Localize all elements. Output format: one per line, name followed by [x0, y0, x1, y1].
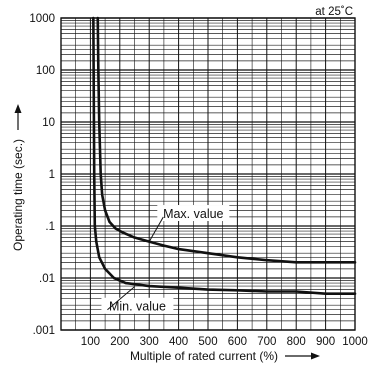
x-tick-label: 100: [81, 336, 100, 348]
y-tick-label: .01: [39, 273, 55, 285]
series-line-min-value: [92, 16, 357, 295]
annotation-leader-line: [148, 216, 164, 242]
x-tick-labels: 100 200 300 400 500 600 700 800 900 1000: [81, 336, 368, 348]
series-line-max-value: [96, 16, 357, 264]
annotation-label: Min. value: [109, 300, 166, 314]
x-tick-label: 600: [228, 336, 247, 348]
x-tick-label: 900: [316, 336, 335, 348]
annotation-label: Max. value: [163, 207, 223, 221]
y-tick-label: 1000: [29, 13, 55, 25]
y-tick-label: 10: [42, 117, 55, 129]
annotation-background: [101, 297, 174, 314]
y-tick-label: .001: [33, 325, 55, 337]
x-axis-title: Multiple of rated current (%): [130, 349, 278, 363]
x-axis-arrowhead: [311, 352, 320, 360]
plot-frame: [60, 17, 356, 331]
x-tick-label: 400: [169, 336, 188, 348]
y-tick-labels: .001 .01 .1 1 10 100 1000: [29, 13, 55, 337]
grid: [61, 17, 355, 331]
x-tick-label: 1000: [342, 336, 368, 348]
x-tick-label: 200: [110, 336, 129, 348]
x-tick-label: 500: [198, 336, 217, 348]
y-axis-title: Operating time (sec.): [11, 139, 25, 251]
y-tick-label: 100: [36, 65, 55, 77]
y-axis-arrowhead: [14, 104, 22, 113]
temperature-note: at 25˚C: [315, 6, 353, 18]
x-tick-label: 800: [287, 336, 306, 348]
x-tick-label: 300: [140, 336, 159, 348]
y-tick-label: .1: [45, 221, 55, 233]
series-lines: [92, 16, 357, 295]
annotation-background: [157, 205, 230, 222]
annotations: Max. value Min. value: [101, 205, 230, 314]
annotation-leader-line: [107, 286, 135, 311]
x-tick-label: 700: [257, 336, 276, 348]
y-tick-label: 1: [49, 169, 55, 181]
